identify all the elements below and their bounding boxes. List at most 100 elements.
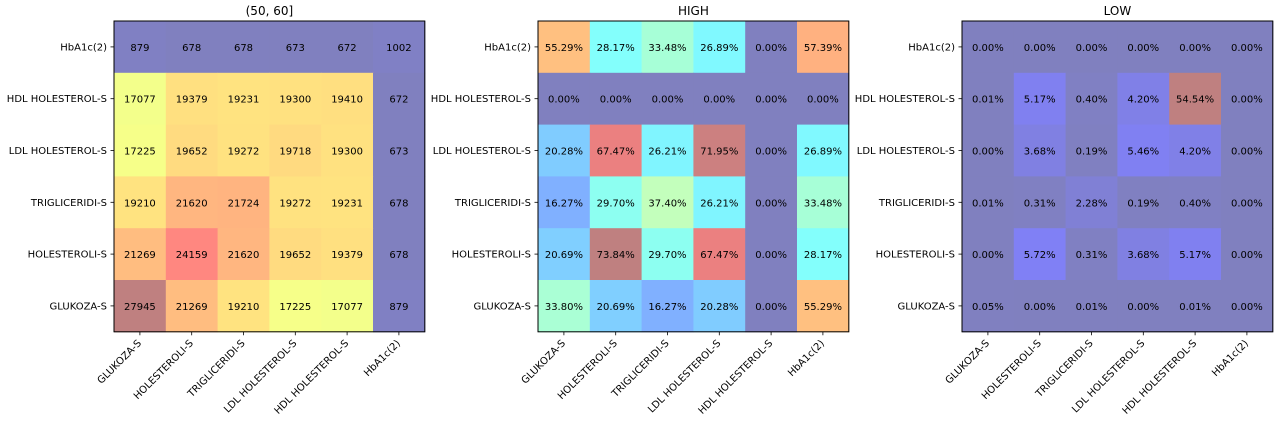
cell-value-label: 0.00%	[1231, 302, 1263, 313]
heatmap-cell	[693, 280, 746, 333]
cell-value-label: 26.21%	[648, 147, 686, 158]
cell-value-label: 0.19%	[1127, 198, 1159, 209]
y-tick-label-holesteroli-s: HOLESTEROLI-S	[876, 250, 955, 261]
heatmap-cell	[797, 280, 850, 333]
cell-value-label: 29.70%	[597, 198, 635, 209]
heatmap-cell	[114, 124, 167, 177]
cell-value-label: 26.21%	[700, 198, 738, 209]
heatmap-cell	[1065, 21, 1118, 74]
heatmap-cell	[962, 176, 1015, 229]
cell-value-label: 2.28%	[1076, 198, 1108, 209]
cell-value-label: 57.39%	[804, 43, 842, 54]
heatmap-cell	[538, 72, 591, 126]
heatmap-cell	[745, 21, 798, 74]
cell-value-label: 0.00%	[807, 95, 839, 106]
cell-value-label: 19231	[331, 198, 363, 209]
heatmap-cell	[1221, 280, 1274, 333]
heatmap-cell	[538, 124, 591, 177]
y-tick-label-trigliceridi-s: TRIGLICERIDI-S	[30, 198, 107, 209]
heatmap-cell	[1065, 228, 1118, 281]
heatmap-cell	[269, 280, 322, 333]
heatmap-cell	[1065, 176, 1118, 229]
heatmap-cell	[962, 228, 1015, 281]
cell-value-label: 16.27%	[648, 302, 686, 313]
heatmap-cell	[693, 72, 746, 126]
heatmap-cell	[589, 176, 643, 229]
heatmap-cell	[589, 124, 643, 177]
cell-value-label: 672	[389, 95, 408, 106]
heatmap-cell	[373, 72, 426, 126]
heatmap-cell	[269, 72, 322, 126]
heatmap-cell	[693, 124, 746, 177]
cell-value-label: 879	[130, 43, 149, 54]
cell-value-label: 71.95%	[700, 147, 738, 158]
plot-frame	[961, 20, 1274, 333]
heatmap-panel-3: 0.00% 0.00% 0.00% 0.00% 0.00% 0.00% 0.01% 5.17%…	[855, 4, 1274, 417]
heatmap-cell	[1065, 72, 1118, 126]
heatmap-cell	[1013, 280, 1067, 333]
cell-value-label: 0.00%	[1024, 43, 1056, 54]
cell-value-label: 67.47%	[700, 250, 738, 261]
heatmap-cell	[1221, 21, 1274, 74]
cell-value-label: 21269	[124, 250, 156, 261]
heatmap-cell	[1013, 176, 1067, 229]
cell-value-label: 678	[234, 43, 253, 54]
cell-value-label: 0.00%	[755, 198, 787, 209]
x-tick-label-glukoza-s: GLUKOZA-S	[944, 338, 992, 386]
heatmap-cell	[114, 176, 167, 229]
heatmap-cell	[165, 21, 219, 74]
cell-value-label: 33.48%	[804, 198, 842, 209]
heatmap-cell	[165, 72, 219, 126]
cell-value-label: 0.00%	[1231, 147, 1263, 158]
cell-value-label: 0.05%	[972, 302, 1004, 313]
cell-value-label: 0.00%	[600, 95, 632, 106]
cell-value-label: 0.31%	[1076, 250, 1108, 261]
cell-value-label: 17077	[124, 95, 156, 106]
heatmap-cell	[321, 280, 374, 333]
cell-value-label: 19300	[331, 147, 363, 158]
cell-value-label: 19652	[279, 250, 311, 261]
heatmap-cell	[538, 21, 591, 74]
cell-value-label: 29.70%	[648, 250, 686, 261]
heatmap-cell	[269, 21, 322, 74]
heatmap-cell	[589, 228, 643, 281]
cell-value-label: 16.27%	[545, 198, 583, 209]
cell-value-label: 17225	[124, 147, 156, 158]
heatmap-panel-1: 879 678 678 673 672 1002 17077 19379 19231 19300 1…	[7, 4, 426, 417]
plot-frame	[537, 20, 850, 333]
y-tick-label-trigliceridi-s: TRIGLICERIDI-S	[454, 198, 531, 209]
chart-title: HIGH	[678, 4, 709, 18]
heatmap-cell	[165, 176, 219, 229]
heatmap-cell	[538, 280, 591, 333]
heatmap-cell	[373, 21, 426, 74]
cell-value-label: 20.69%	[545, 250, 583, 261]
cell-value-label: 73.84%	[597, 250, 635, 261]
heatmap-cell	[114, 72, 167, 126]
heatmap-cell	[1065, 280, 1118, 333]
heatmap-cell	[114, 280, 167, 333]
heatmap-cell	[373, 124, 426, 177]
x-tick-label-hba1c-2: HbA1c(2)	[1210, 338, 1251, 379]
x-tick-label-glukoza-s: GLUKOZA-S	[96, 338, 144, 386]
y-tick-label-hba1c-2: HbA1c(2)	[60, 42, 107, 53]
heatmap-cell	[1117, 280, 1170, 333]
heatmap-cell	[641, 176, 694, 229]
cell-value-label: 21620	[176, 198, 208, 209]
cell-value-label: 0.00%	[972, 43, 1004, 54]
cell-value-label: 879	[389, 302, 408, 313]
heatmap-cell	[217, 124, 270, 177]
heatmap-cell	[165, 124, 219, 177]
heatmap-cell	[321, 228, 374, 281]
cell-value-label: 0.00%	[972, 250, 1004, 261]
cell-value-label: 21620	[228, 250, 260, 261]
heatmap-cell	[589, 21, 643, 74]
cell-value-label: 0.00%	[755, 147, 787, 158]
cell-value-label: 678	[389, 198, 408, 209]
cell-value-label: 67.47%	[597, 147, 635, 158]
x-tick-label-hba1c-2: HbA1c(2)	[362, 338, 403, 379]
cell-value-label: 0.00%	[1231, 95, 1263, 106]
heatmap-cell	[1117, 72, 1170, 126]
cell-value-label: 28.17%	[804, 250, 842, 261]
heatmap-cell	[797, 21, 850, 74]
cell-value-label: 24159	[176, 250, 208, 261]
